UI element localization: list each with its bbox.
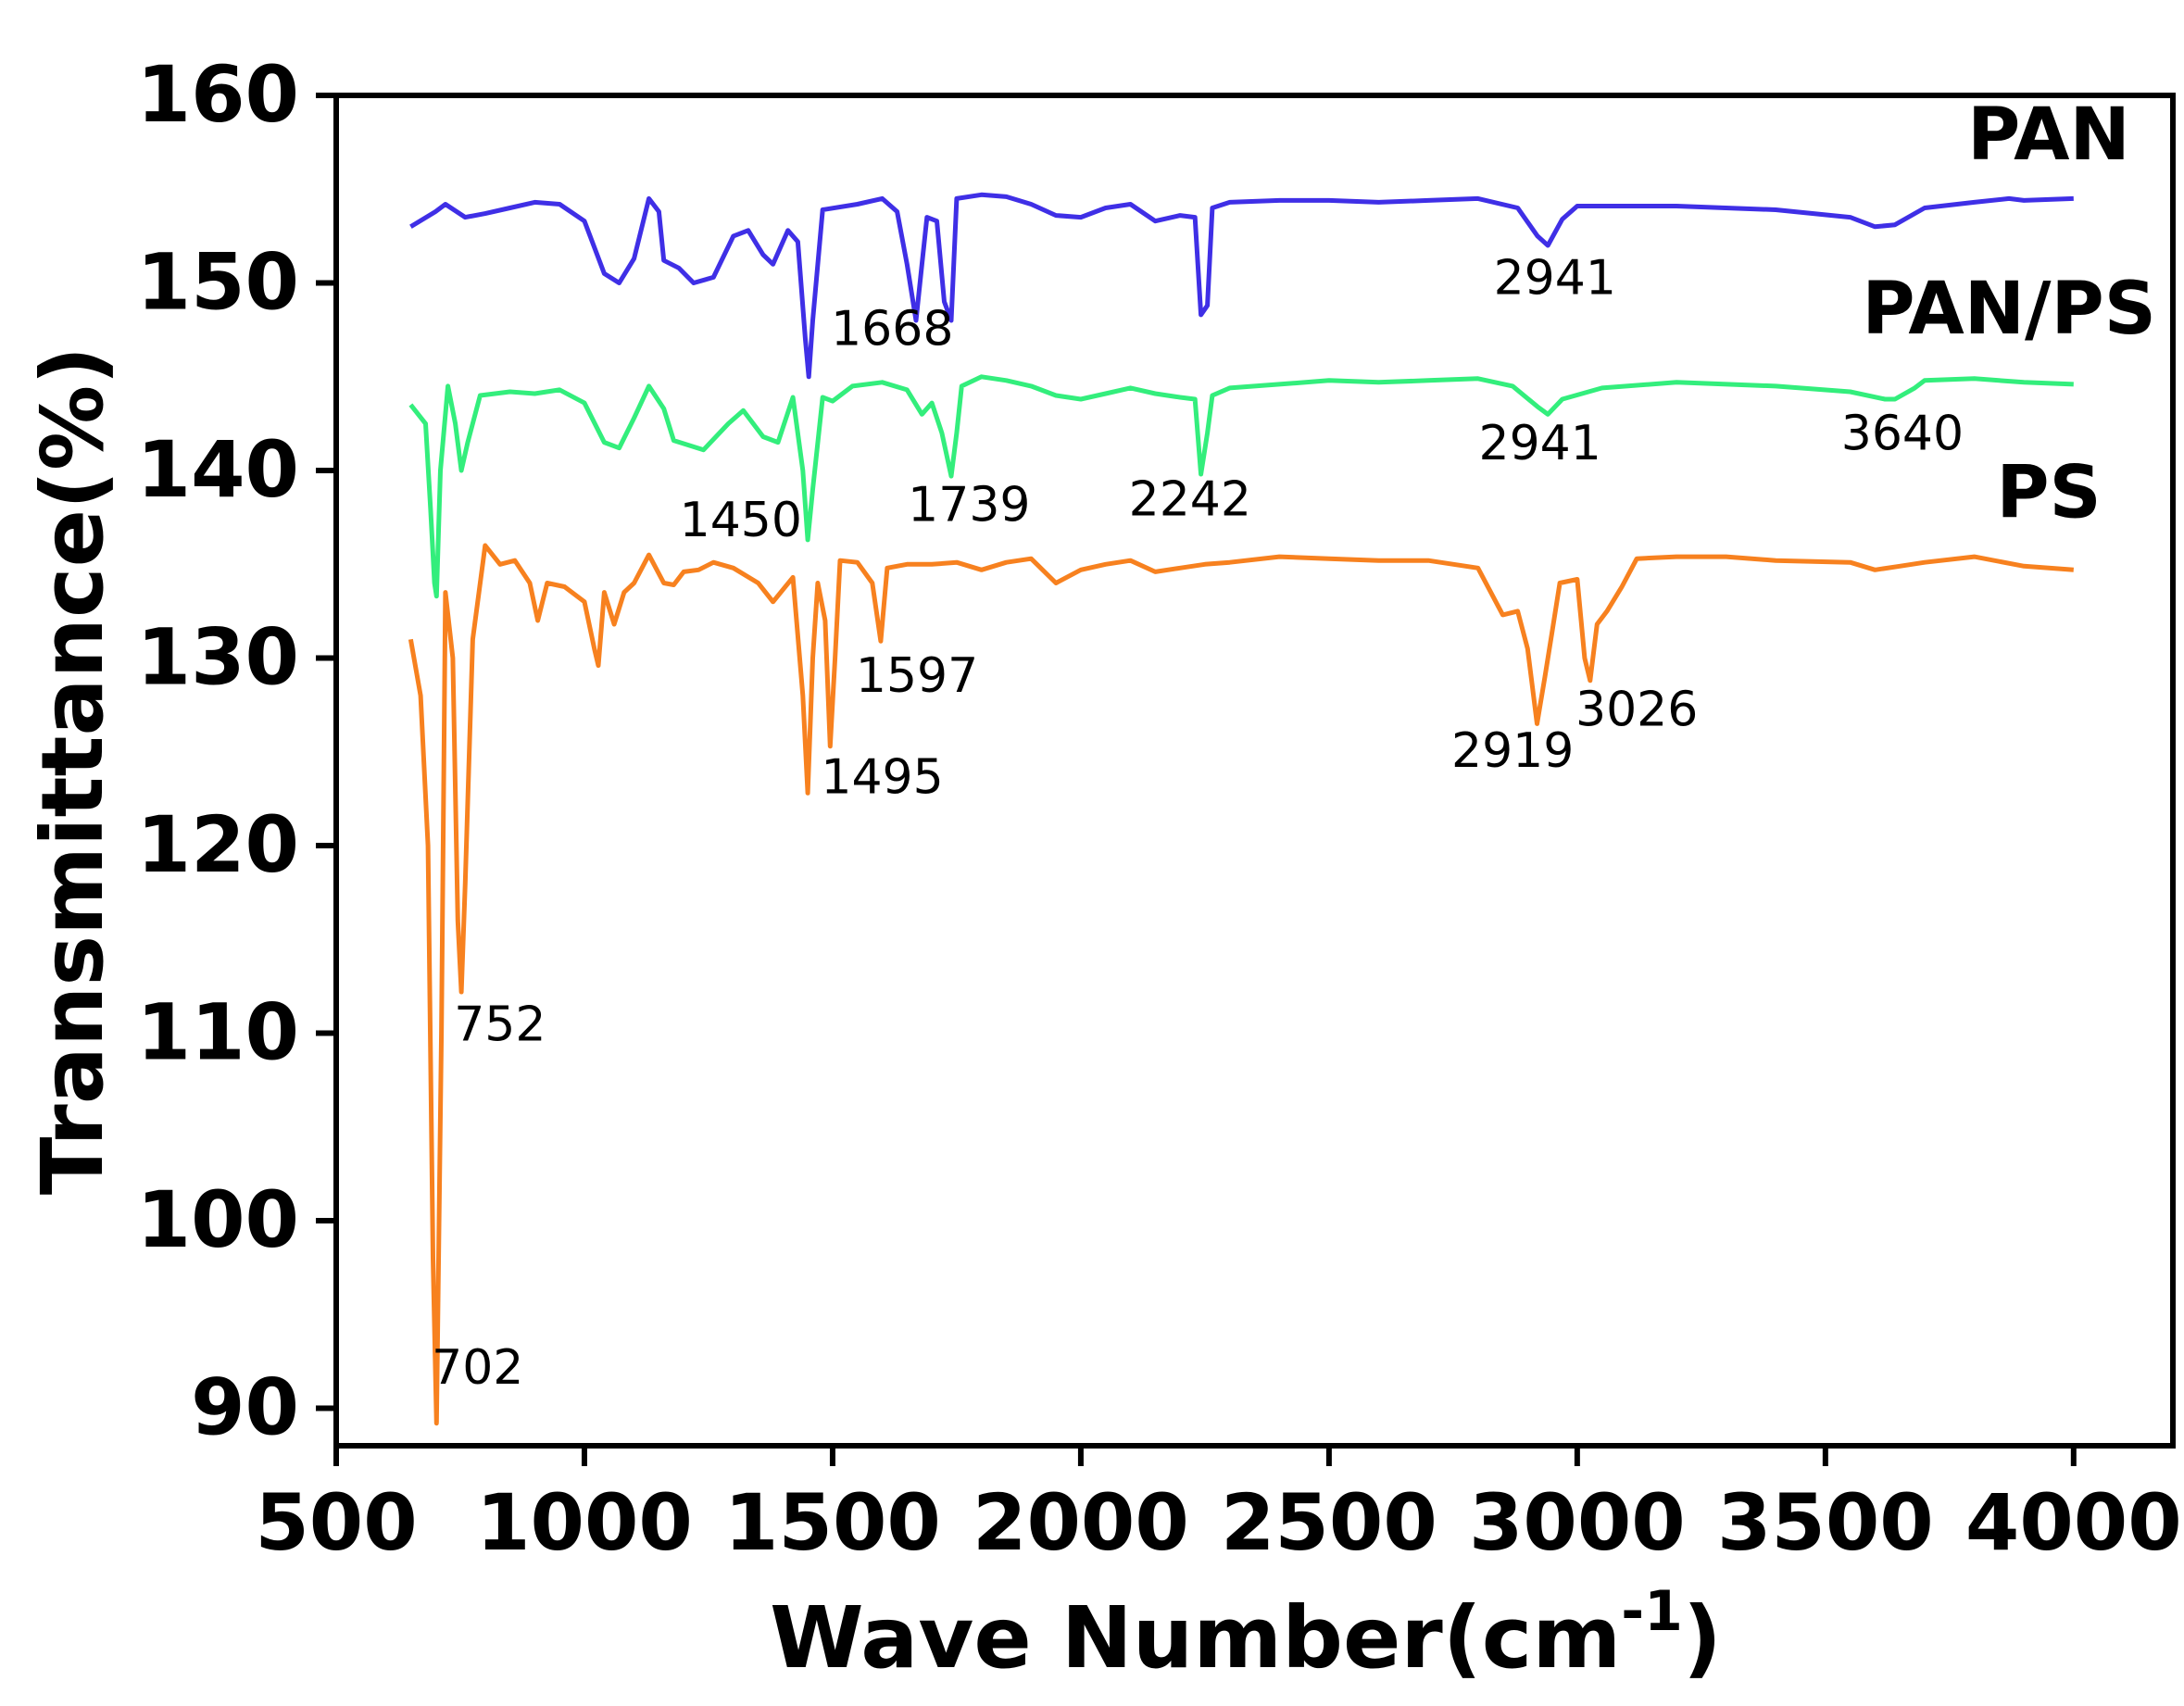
x-tick-label: 4000 (1965, 1477, 2182, 1568)
x-tick-label: 2500 (1221, 1477, 1437, 1568)
series-group (408, 192, 2074, 1426)
x-tick-label: 500 (255, 1477, 417, 1568)
y-tick-label: 90 (191, 1362, 299, 1453)
peak-label: 1450 (680, 493, 802, 548)
series-labels: PAN PAN/PS PS (1862, 94, 2155, 535)
x-tick-label: 3000 (1469, 1477, 1686, 1568)
x-tick-label: 1500 (724, 1477, 941, 1568)
x-tick-label: 3500 (1717, 1477, 1934, 1568)
series-line-pan-ps (408, 374, 2074, 599)
peak-label: 1739 (908, 478, 1030, 533)
series-line-ps (408, 543, 2074, 1426)
plot-frame (333, 93, 2176, 1449)
peak-label: 3640 (1841, 407, 1964, 462)
peak-annotations: 1668 2941 1450 1739 2242 2941 3640 1597 1495 2919… (432, 251, 1964, 1397)
x-tick-label: 1000 (476, 1477, 693, 1568)
y-tick-label: 120 (137, 799, 299, 890)
peak-label: 2941 (1494, 251, 1616, 307)
peak-label: 752 (454, 997, 546, 1053)
series-line-pan (409, 192, 2074, 380)
series-label: PS (1996, 452, 2101, 535)
series-label: PAN (1967, 94, 2130, 177)
y-tick-label: 110 (137, 987, 299, 1078)
peak-label: 2919 (1451, 723, 1574, 779)
y-tick-label: 130 (137, 612, 299, 703)
peak-label: 1597 (856, 648, 978, 704)
x-axis-title: Wave Number(cm-1) (770, 1579, 1722, 1687)
y-tick-label: 160 (137, 49, 299, 140)
peak-label: 702 (432, 1340, 523, 1396)
peak-label: 1668 (831, 301, 953, 357)
y-axis: 90 100 110 120 130 140 150 160 (137, 49, 336, 1453)
x-tick-label: 2000 (973, 1477, 1189, 1568)
y-axis-title: Transmittance(%) (23, 346, 122, 1196)
peak-label: 2941 (1478, 416, 1600, 471)
y-tick-label: 100 (137, 1174, 299, 1265)
peak-label: 2242 (1129, 472, 1251, 528)
series-label: PAN/PS (1862, 268, 2155, 351)
peak-label: 3026 (1575, 682, 1698, 737)
y-tick-label: 150 (137, 237, 299, 328)
x-axis: 500 1000 1500 2000 2500 3000 3500 4000 (255, 1446, 2182, 1568)
y-tick-label: 140 (137, 424, 299, 515)
peak-label: 1495 (821, 749, 943, 805)
